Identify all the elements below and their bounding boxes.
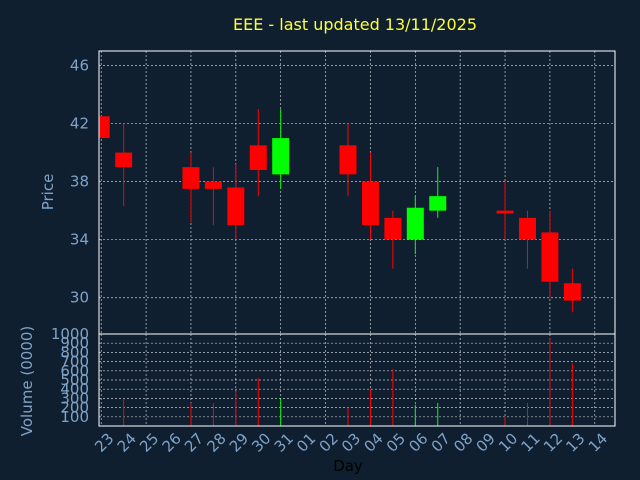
x-tick-label: 14 bbox=[585, 430, 611, 456]
volume-grid bbox=[99, 334, 615, 426]
volume-y-tick-label: 600 bbox=[60, 362, 89, 380]
volume-bars bbox=[123, 338, 573, 426]
candle-body bbox=[563, 283, 581, 301]
price-y-tick-label: 42 bbox=[70, 115, 89, 133]
candle-body bbox=[272, 138, 290, 175]
candle-body bbox=[496, 210, 514, 214]
candle-body bbox=[541, 232, 559, 282]
candle-body bbox=[249, 145, 267, 171]
price-grid bbox=[99, 51, 615, 334]
x-axis-label: Day bbox=[333, 457, 363, 475]
price-y-tick-label: 46 bbox=[70, 57, 89, 75]
candle-body bbox=[182, 167, 200, 189]
volume-axis-label: Volume (0000) bbox=[18, 326, 36, 436]
candle-body bbox=[204, 181, 222, 189]
price-axis-label: Price bbox=[39, 174, 57, 211]
volume-y-tick-label: 400 bbox=[60, 380, 89, 398]
candle-body bbox=[227, 187, 245, 226]
volume-panel-frame bbox=[98, 333, 616, 427]
volume-y-tick-label: 200 bbox=[60, 399, 89, 417]
volume-y-tick-label: 500 bbox=[60, 371, 89, 389]
price-y-tick-label: 30 bbox=[70, 289, 89, 307]
candle-body bbox=[429, 196, 447, 211]
volume-y-tick-label: 100 bbox=[60, 408, 89, 426]
candle-body bbox=[339, 145, 357, 175]
candle-body bbox=[384, 217, 402, 240]
price-y-tick-labels: 30 34 38 42 46 bbox=[70, 57, 89, 307]
volume-y-tick-label: 1000 bbox=[51, 325, 89, 343]
price-panel-frame bbox=[98, 50, 616, 335]
candle-body bbox=[518, 217, 536, 240]
price-candles bbox=[99, 109, 581, 313]
candle-body bbox=[99, 116, 110, 139]
chart-title: EEE - last updated 13/11/2025 bbox=[233, 15, 477, 34]
volume-y-tick-label: 300 bbox=[60, 389, 89, 407]
price-y-tick-label: 34 bbox=[70, 231, 89, 249]
volume-y-tick-label: 700 bbox=[60, 353, 89, 371]
candle-body bbox=[115, 152, 133, 168]
price-y-tick-label: 38 bbox=[70, 173, 89, 191]
volume-y-tick-label: 800 bbox=[60, 343, 89, 361]
volume-y-tick-label: 900 bbox=[60, 334, 89, 352]
candle-body bbox=[406, 207, 424, 240]
x-tick-labels: 2324252627282930310102030405060708091011… bbox=[91, 430, 611, 456]
candle-body bbox=[361, 181, 379, 226]
